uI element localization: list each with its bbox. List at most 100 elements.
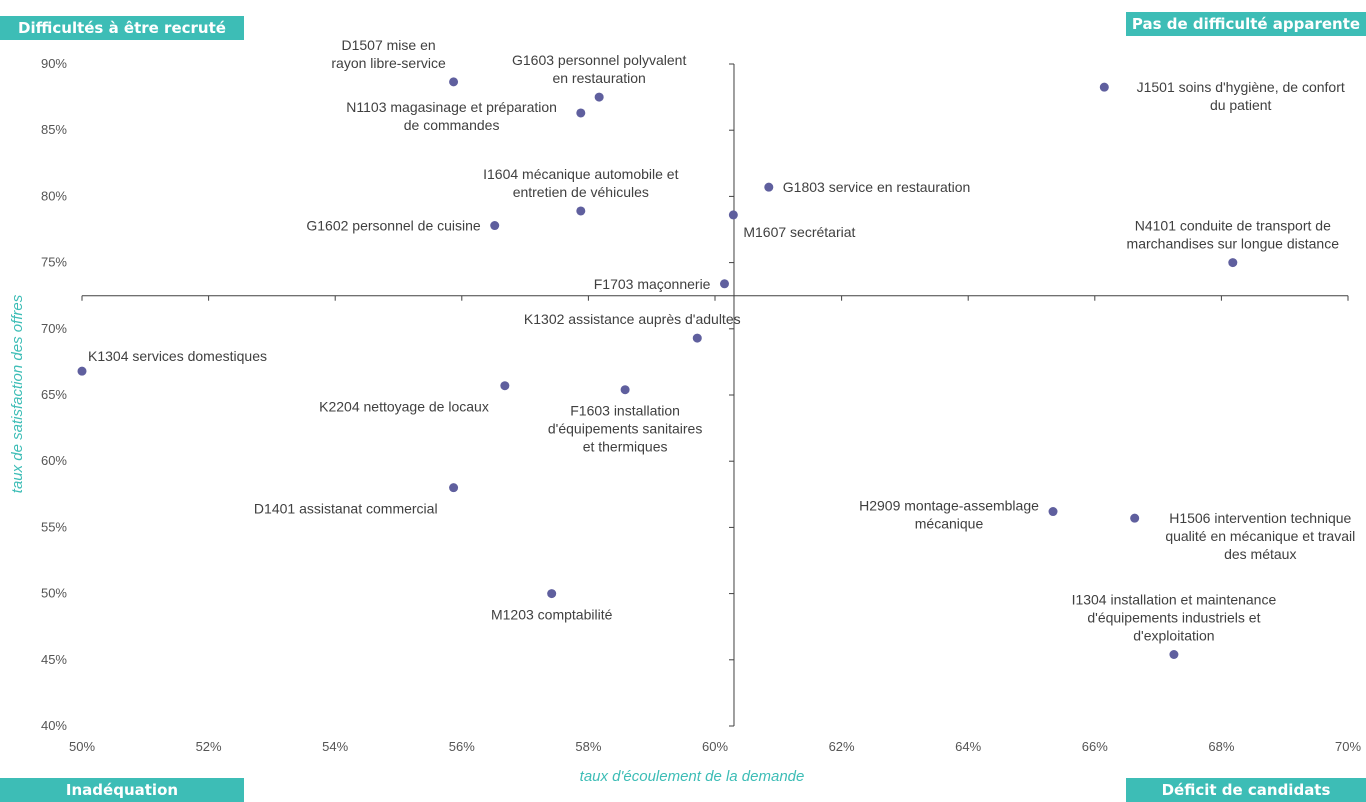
point-label: d'exploitation (1133, 628, 1214, 644)
point-group-j1501: J1501 soins d'hygiène, de confort du pati… (1099, 79, 1345, 113)
y-tick-label: 85% (41, 122, 67, 137)
x-tick-label: 58% (575, 739, 601, 754)
point-label: D1507 mise en (341, 37, 435, 53)
data-point-h2909 (1048, 507, 1058, 517)
quadrant-label-top-right: Pas de difficulté apparente (1126, 12, 1366, 36)
quadrant-label-bottom-left: Inadéquation (0, 778, 244, 802)
data-point-d1507 (449, 77, 459, 87)
y-tick-label: 40% (41, 718, 67, 733)
x-tick-label: 60% (702, 739, 728, 754)
data-point-f1703 (719, 279, 729, 289)
point-label: H2909 montage-assemblage (859, 498, 1039, 514)
y-tick-label: 70% (41, 321, 67, 336)
point-label: F1603 installation (570, 403, 680, 419)
x-tick-label: 56% (449, 739, 475, 754)
point-label: J1501 soins d'hygiène, de confort (1137, 79, 1345, 95)
point-group-m1203: M1203 comptabilité (491, 589, 613, 623)
point-label: N4101 conduite de transport de (1135, 218, 1331, 234)
point-label: d'équipements industriels et (1087, 610, 1260, 626)
data-point-n1103 (576, 108, 586, 118)
data-point-m1203 (547, 589, 557, 599)
point-label: entretien de véhicules (513, 184, 649, 200)
y-axis-title: taux de satisfaction des offres (9, 294, 26, 493)
data-point-i1604 (576, 206, 586, 216)
data-points: D1507 mise en rayon libre-service G1603 pe… (77, 37, 1355, 660)
point-group-h2909: H2909 montage-assemblage mécanique (859, 498, 1058, 532)
point-label: D1401 assistanat commercial (254, 501, 438, 517)
data-point-m1607 (728, 210, 738, 220)
point-label: qualité en mécanique et travail (1165, 528, 1355, 544)
y-axis-ticks: 40% 45% 50% 55% 60% 65% 70% 75% 80% 85% 90% (41, 56, 734, 733)
x-tick-label: 54% (322, 739, 348, 754)
data-point-g1602 (490, 221, 500, 231)
data-point-k2204 (500, 381, 510, 391)
point-group-h1506: H1506 intervention technique qualité en m… (1130, 510, 1355, 562)
point-label: K2204 nettoyage de locaux (319, 399, 489, 415)
point-label: marchandises sur longue distance (1127, 236, 1340, 252)
x-tick-label: 68% (1208, 739, 1234, 754)
data-point-k1302 (692, 333, 702, 343)
point-label: I1604 mécanique automobile et (483, 166, 678, 182)
quadrant-label-bottom-right: Déficit de candidats (1126, 778, 1366, 802)
point-group-d1507: D1507 mise en rayon libre-service (331, 37, 459, 87)
y-tick-label: 45% (41, 652, 67, 667)
data-point-d1401 (449, 483, 459, 493)
x-axis-title: taux d'écoulement de la demande (580, 768, 805, 785)
point-label: I1304 installation et maintenance (1072, 592, 1277, 608)
quadrant-label-top-left: Difficultés à être recruté (0, 16, 244, 40)
point-group-i1604: I1604 mécanique automobile et entretien d… (483, 166, 679, 216)
data-point-h1506 (1130, 513, 1140, 523)
point-label: et thermiques (583, 439, 668, 455)
x-axis-ticks: 50% 52% 54% 56% 58% 60% 62% 64% 66% 68% 70% (69, 295, 1361, 754)
point-group-n1103: N1103 magasinage et préparation de comman… (346, 99, 586, 133)
x-tick-label: 50% (69, 739, 95, 754)
y-tick-label: 55% (41, 519, 67, 534)
data-point-j1501 (1099, 82, 1109, 92)
x-tick-label: 70% (1335, 739, 1361, 754)
point-label: d'équipements sanitaires (548, 421, 702, 437)
point-label: en restauration (552, 70, 645, 86)
y-tick-label: 90% (41, 56, 67, 71)
x-tick-label: 52% (196, 739, 222, 754)
point-group-k2204: K2204 nettoyage de locaux (319, 381, 510, 415)
point-group-g1803: G1803 service en restauration (764, 179, 970, 195)
point-label: rayon libre-service (331, 55, 446, 71)
point-group-g1603: G1603 personnel polyvalent en restauratio… (512, 52, 686, 102)
point-group-m1607: M1607 secrétariat (728, 210, 856, 240)
point-label: G1803 service en restauration (783, 179, 971, 195)
y-tick-label: 80% (41, 188, 67, 203)
y-tick-label: 65% (41, 387, 67, 402)
y-tick-label: 50% (41, 586, 67, 601)
point-group-k1304: K1304 services domestiques (77, 348, 267, 376)
x-tick-label: 66% (1082, 739, 1108, 754)
point-group-k1302: K1302 assistance auprès d'adultes (524, 311, 741, 343)
point-group-n4101: N4101 conduite de transport de marchandis… (1127, 218, 1340, 268)
point-label: K1304 services domestiques (88, 348, 267, 364)
point-label: M1607 secrétariat (743, 224, 855, 240)
x-tick-label: 64% (955, 739, 981, 754)
y-tick-label: 75% (41, 255, 67, 270)
data-point-f1603 (620, 385, 630, 395)
point-label: mécanique (915, 516, 984, 532)
point-group-g1602: G1602 personnel de cuisine (306, 218, 500, 234)
data-point-g1603 (594, 92, 604, 102)
point-label: du patient (1210, 97, 1272, 113)
point-label: de commandes (404, 117, 500, 133)
point-group-f1603: F1603 installation d'équipements sanitair… (548, 385, 702, 455)
data-point-n4101 (1228, 258, 1238, 268)
data-point-i1304 (1169, 650, 1179, 660)
point-label: H1506 intervention technique (1169, 510, 1351, 526)
point-label: M1203 comptabilité (491, 607, 613, 623)
data-point-k1304 (77, 366, 87, 376)
point-label: des métaux (1224, 546, 1296, 562)
point-label: N1103 magasinage et préparation (346, 99, 557, 115)
point-label: K1302 assistance auprès d'adultes (524, 311, 741, 327)
x-tick-label: 62% (829, 739, 855, 754)
y-tick-label: 60% (41, 453, 67, 468)
point-label: G1603 personnel polyvalent (512, 52, 686, 68)
point-group-i1304: I1304 installation et maintenance d'équip… (1072, 592, 1277, 660)
point-group-f1703: F1703 maçonnerie (594, 276, 729, 292)
point-group-d1401: D1401 assistanat commercial (254, 483, 459, 517)
point-label: G1602 personnel de cuisine (306, 218, 481, 234)
